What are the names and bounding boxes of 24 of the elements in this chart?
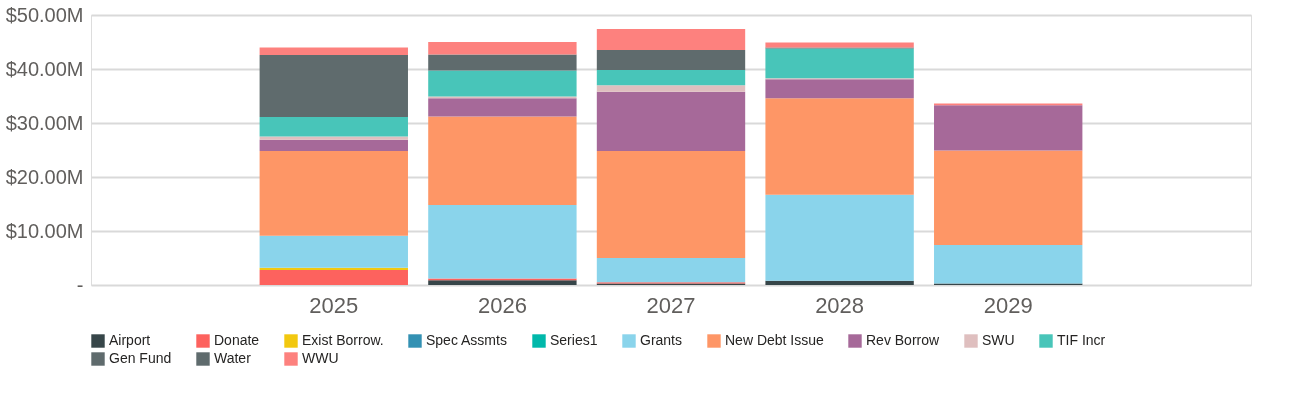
x-tick-label: 2025 bbox=[309, 292, 359, 318]
y-tick-label: - bbox=[76, 273, 84, 296]
legend-label: WWU bbox=[302, 350, 339, 366]
y-tick-label: $10.00M bbox=[5, 219, 84, 242]
legend-label: Series1 bbox=[550, 332, 598, 348]
legend-label: Grants bbox=[640, 332, 683, 348]
legend-label: Donate bbox=[214, 332, 260, 348]
legend-label: Gen Fund bbox=[109, 350, 172, 366]
legend-label: Water bbox=[214, 350, 252, 366]
legend-label: Exist Borrow. bbox=[302, 332, 384, 348]
x-tick-label: 2028 bbox=[815, 292, 865, 318]
legend-label: Airport bbox=[109, 332, 151, 348]
legend-label: TIF Incr bbox=[1057, 332, 1106, 348]
x-tick-label: 2027 bbox=[646, 292, 696, 318]
y-tick-label: $20.00M bbox=[5, 165, 84, 188]
legend-label: Rev Borrow bbox=[866, 332, 941, 348]
x-tick-label: 2026 bbox=[477, 292, 527, 318]
legend-label: New Debt Issue bbox=[725, 332, 825, 348]
y-tick-label: $30.00M bbox=[5, 111, 84, 134]
y-tick-label: $40.00M bbox=[5, 57, 84, 80]
x-tick-label: 2029 bbox=[983, 292, 1033, 318]
legend-label: SWU bbox=[982, 332, 1015, 348]
legend-label: Spec Assmts bbox=[426, 332, 507, 348]
y-tick-label: $50.00M bbox=[5, 3, 84, 26]
